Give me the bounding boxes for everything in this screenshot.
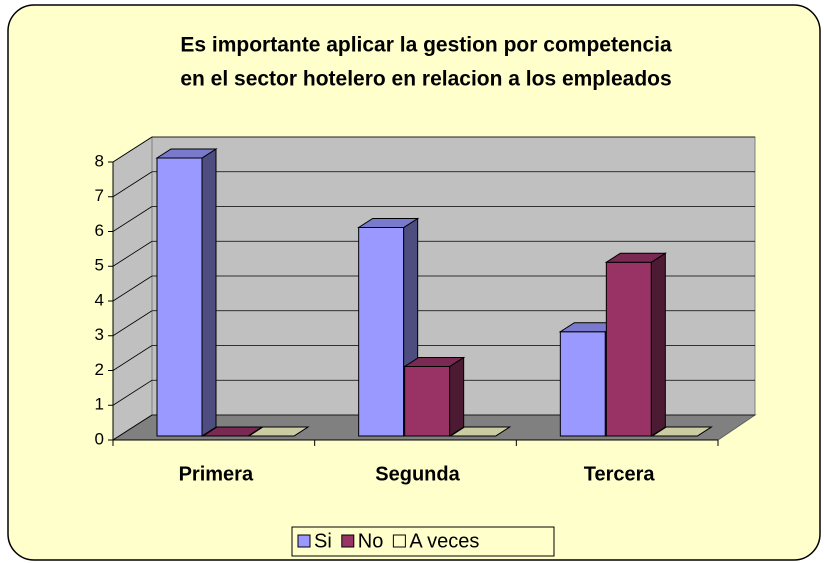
grid-line [112,136,153,163]
bar-top [650,426,714,437]
y-tick-label: 6 [95,221,104,240]
grid-line [112,310,153,337]
grid-line [112,240,153,267]
legend [291,526,555,557]
grid-line [112,345,153,371]
bar-top [402,357,466,367]
bar [604,252,668,437]
bar-front [404,366,451,437]
legend-swatch [297,534,311,548]
x-tick-label: Segunda [375,463,460,485]
bar-top [604,252,668,263]
grid-line [112,414,153,441]
bar-top [155,148,218,159]
y-tick-label: 1 [95,395,104,414]
bar-top [448,426,512,437]
grid-line [112,171,153,198]
y-tick-label: 2 [95,360,104,379]
bar-front [559,331,606,437]
bar [402,356,466,437]
y-tick-label: 5 [95,256,104,275]
bar-front [605,261,652,437]
bar [448,426,512,437]
bar-top [247,426,310,437]
y-tick-label: 7 [95,186,104,205]
legend-label: A veces [409,530,479,552]
y-tick-label: 3 [95,325,104,344]
x-tick-label: Primera [179,463,254,485]
legend-swatch [392,534,406,548]
y-tick-label: 0 [95,429,104,448]
y-tick-label: 4 [95,290,104,309]
bar [201,426,264,437]
grid-line [112,379,153,406]
legend-label: No [358,530,384,552]
chart-title: Es importante aplicar la gestion por com… [180,34,672,57]
bar-front [156,157,203,437]
bar [650,426,714,437]
y-tick-label: 8 [95,151,104,170]
legend-label: Si [314,530,332,552]
grid-line [112,275,153,302]
legend-items: Si No A veces [297,530,479,552]
grid-line [112,206,153,232]
bars [155,148,714,437]
bar-top [356,218,420,228]
bar-top [201,426,264,437]
bar-front [358,227,405,437]
bar-side [650,252,666,437]
bar-side [201,148,217,437]
bar [155,148,218,437]
bar-side [449,356,465,437]
legend-swatch [341,534,355,548]
chart-title: en el sector hotelero en relacion a los … [180,68,671,91]
bar [247,426,310,437]
x-tick-label: Tercera [584,463,656,485]
